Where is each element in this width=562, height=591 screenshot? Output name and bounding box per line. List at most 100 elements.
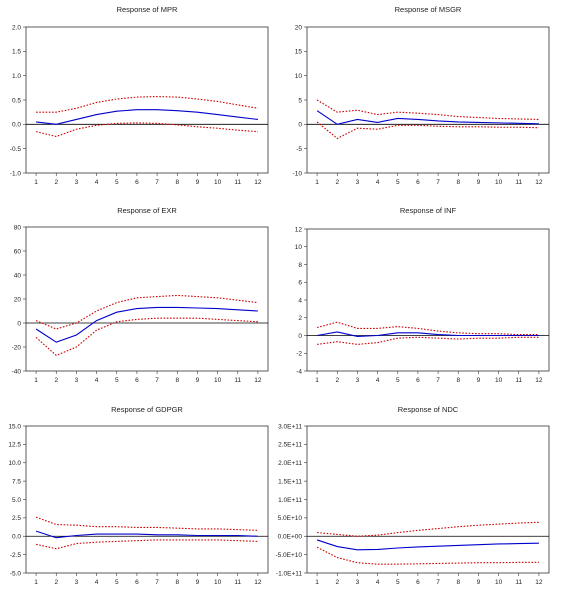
y-tick-label: 10 [295, 244, 303, 251]
y-tick-label: -1.0E+11 [276, 570, 302, 577]
series-response-line [35, 306, 258, 343]
y-tick-label: -5.0 [10, 570, 22, 577]
y-tick-label: 60 [14, 248, 22, 255]
x-tick-label: 3 [356, 179, 360, 186]
x-tick-label: 12 [535, 579, 543, 586]
x-tick-label: 9 [477, 179, 481, 186]
y-tick-label: 0 [17, 320, 21, 327]
x-tick-label: 12 [535, 179, 543, 186]
y-tick-label: 0.0 [12, 534, 21, 541]
y-tick-label: 20 [14, 296, 22, 303]
x-tick-label: 9 [477, 377, 481, 384]
x-tick-label: 11 [515, 179, 522, 186]
series-lower-line [316, 546, 539, 565]
x-tick-label: 4 [95, 179, 99, 186]
x-tick-label: 8 [175, 579, 179, 586]
panel-title: Response of EXR [117, 206, 177, 215]
x-tick-label: 8 [456, 579, 460, 586]
y-tick-label: 4 [298, 297, 302, 304]
x-tick-label: 10 [495, 179, 503, 186]
x-tick-label: 3 [75, 579, 79, 586]
y-tick-label: 1.0E+11 [278, 497, 302, 504]
panel-6: Response of NDC -1.0E+11 -5.0E+10 0.0E+00 5.… [275, 405, 550, 586]
plot-frame [306, 228, 550, 372]
x-tick-label: 2 [54, 179, 58, 186]
y-tick-label: -20 [12, 344, 22, 351]
x-tick-label: 6 [135, 579, 139, 586]
y-tick-label: 20 [295, 24, 303, 31]
x-tick-label: 3 [75, 179, 79, 186]
x-tick-label: 11 [234, 179, 241, 186]
x-tick-label: 2 [335, 579, 339, 586]
y-tick-label: 5 [298, 97, 302, 104]
x-tick-label: 1 [34, 179, 38, 186]
y-tick-label: -10 [293, 170, 303, 177]
y-tick-label: 2 [298, 315, 302, 322]
x-tick-label: 2 [54, 579, 58, 586]
y-tick-label: 0 [298, 122, 302, 129]
x-tick-label: 9 [196, 377, 200, 384]
y-tick-label: 2.5E+11 [278, 442, 302, 449]
series-upper-line [316, 99, 539, 121]
x-tick-label: 5 [396, 579, 400, 586]
y-tick-label: -1.0 [10, 170, 22, 177]
y-tick-label: 8 [298, 262, 302, 269]
y-tick-label: 12 [295, 226, 303, 233]
y-tick-label: 10.0 [8, 460, 21, 467]
panel-title: Response of NDC [398, 405, 459, 414]
x-tick-label: 7 [436, 377, 440, 384]
y-tick-label: 0.0 [12, 122, 21, 129]
x-tick-label: 6 [416, 377, 420, 384]
y-tick-label: 5.0E+10 [278, 515, 303, 522]
y-tick-label: 40 [14, 272, 22, 279]
series-lower-line [35, 317, 258, 357]
panel-title: Response of MPR [117, 5, 178, 14]
y-tick-label: -4 [296, 368, 302, 375]
y-tick-label: -5 [296, 146, 302, 153]
x-tick-label: 11 [515, 377, 522, 384]
x-tick-label: 8 [456, 377, 460, 384]
series-lower-line [316, 121, 539, 140]
y-tick-label: 0.5 [12, 97, 21, 104]
x-tick-label: 9 [196, 179, 200, 186]
series-lower-line [35, 539, 258, 550]
y-tick-label: -40 [12, 368, 22, 375]
panel-1: Response of MPR-1.0-0.50.00.51.01.52.01 2… [10, 5, 269, 186]
y-tick-label: -2 [296, 351, 302, 358]
x-tick-label: 12 [254, 179, 262, 186]
x-tick-label: 10 [214, 179, 222, 186]
x-tick-label: 12 [535, 377, 543, 384]
x-tick-label: 7 [436, 579, 440, 586]
x-tick-label: 10 [495, 377, 503, 384]
series-response-line [316, 110, 539, 125]
x-tick-label: 10 [214, 377, 222, 384]
y-tick-label: 3.0E+11 [278, 423, 302, 430]
x-tick-label: 11 [234, 579, 241, 586]
x-tick-label: 4 [376, 579, 380, 586]
x-tick-label: 10 [214, 579, 222, 586]
series-upper-line [35, 294, 258, 330]
plot-frame [25, 226, 269, 372]
x-tick-label: 4 [376, 377, 380, 384]
x-tick-label: 2 [335, 179, 339, 186]
x-tick-label: 12 [254, 579, 262, 586]
plot-frame [306, 425, 550, 574]
x-tick-label: 11 [515, 579, 522, 586]
x-tick-label: 3 [356, 579, 360, 586]
series-upper-line [317, 521, 539, 537]
y-tick-label: 2.0E+11 [278, 460, 302, 467]
plot-frame [306, 26, 550, 174]
series-response-line [316, 539, 539, 551]
x-tick-label: 1 [315, 179, 319, 186]
y-tick-label: -2.5 [10, 552, 22, 559]
panel-title: Response of INF [400, 206, 457, 215]
y-tick-label: 2.5 [12, 515, 21, 522]
y-tick-label: 2.0 [12, 24, 21, 31]
x-tick-label: 5 [115, 377, 119, 384]
x-tick-label: 5 [396, 179, 400, 186]
y-tick-label: -0.5 [10, 146, 22, 153]
